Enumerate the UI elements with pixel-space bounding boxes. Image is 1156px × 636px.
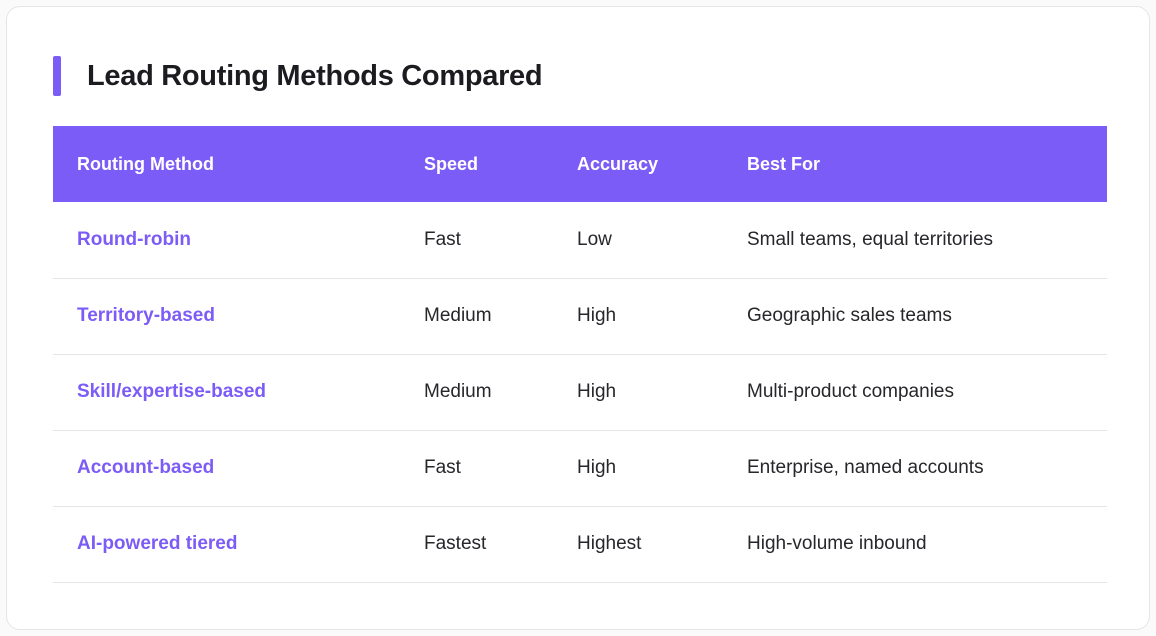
table-row: Round-robin Fast Low Small teams, equal … xyxy=(53,202,1107,279)
speed-cell: Fast xyxy=(400,202,553,279)
best-for-cell: Geographic sales teams xyxy=(723,278,1107,355)
speed-cell: Medium xyxy=(400,278,553,355)
method-cell: Round-robin xyxy=(53,202,400,279)
accuracy-cell: High xyxy=(553,278,723,355)
method-cell: AI-powered tiered xyxy=(53,506,400,583)
method-cell: Account-based xyxy=(53,430,400,507)
comparison-table: Routing Method Speed Accuracy Best For R… xyxy=(53,126,1107,583)
accuracy-cell: High xyxy=(553,430,723,507)
accuracy-cell: Low xyxy=(553,202,723,279)
comparison-table-wrapper: Routing Method Speed Accuracy Best For R… xyxy=(53,126,1107,583)
title-accent-bar xyxy=(53,56,61,96)
best-for-cell: Multi-product companies xyxy=(723,354,1107,431)
speed-cell: Fastest xyxy=(400,506,553,583)
method-cell: Territory-based xyxy=(53,278,400,355)
table-row: Territory-based Medium High Geographic s… xyxy=(53,278,1107,355)
accuracy-cell: Highest xyxy=(553,506,723,583)
column-header-accuracy: Accuracy xyxy=(553,126,723,202)
title-row: Lead Routing Methods Compared xyxy=(53,56,1149,96)
column-header-speed: Speed xyxy=(400,126,553,202)
page-title: Lead Routing Methods Compared xyxy=(87,59,543,92)
table-row: Skill/expertise-based Medium High Multi-… xyxy=(53,354,1107,431)
best-for-cell: Small teams, equal territories xyxy=(723,202,1107,279)
table-header-row: Routing Method Speed Accuracy Best For xyxy=(53,126,1107,202)
speed-cell: Medium xyxy=(400,354,553,431)
best-for-cell: High-volume inbound xyxy=(723,506,1107,583)
table-row: Account-based Fast High Enterprise, name… xyxy=(53,430,1107,507)
method-cell: Skill/expertise-based xyxy=(53,354,400,431)
column-header-routing-method: Routing Method xyxy=(53,126,400,202)
column-header-best-for: Best For xyxy=(723,126,1107,202)
accuracy-cell: High xyxy=(553,354,723,431)
table-row: AI-powered tiered Fastest Highest High-v… xyxy=(53,506,1107,583)
speed-cell: Fast xyxy=(400,430,553,507)
comparison-card: Lead Routing Methods Compared Routing Me… xyxy=(6,6,1150,630)
best-for-cell: Enterprise, named accounts xyxy=(723,430,1107,507)
